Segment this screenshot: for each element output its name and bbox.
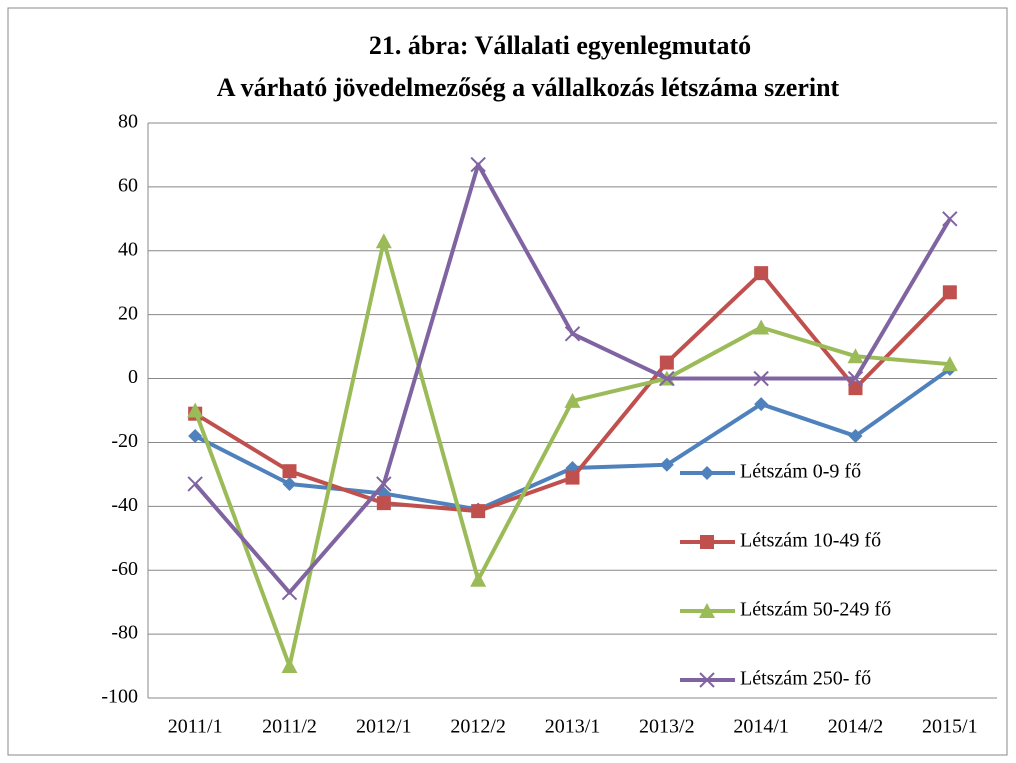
marker — [187, 476, 203, 492]
x-tick-label: 2015/1 — [922, 716, 978, 738]
marker — [848, 381, 863, 396]
marker — [754, 266, 769, 281]
marker — [376, 496, 391, 511]
marker — [700, 535, 714, 549]
marker — [470, 156, 486, 173]
y-tick-label: -20 — [111, 430, 138, 452]
marker — [282, 464, 297, 479]
legend-label: Létszám 50-249 fő — [740, 599, 891, 621]
x-tick-label: 2011/2 — [262, 716, 317, 738]
marker — [659, 457, 674, 472]
chart-frame — [7, 7, 1008, 756]
marker — [659, 355, 674, 370]
marker — [848, 429, 863, 444]
legend-label: Létszám 0-9 fő — [740, 461, 861, 483]
marker — [564, 392, 581, 408]
y-tick-label: -40 — [111, 494, 138, 516]
y-tick-label: 40 — [118, 238, 138, 260]
marker — [564, 326, 581, 342]
x-tick-label: 2012/1 — [356, 716, 412, 738]
marker — [941, 356, 958, 372]
legend-label: Létszám 250- fő — [740, 668, 871, 690]
chart-subtitle: A várható jövedelmezőség a vállalkozás l… — [217, 73, 840, 102]
x-tick-label: 2014/2 — [828, 716, 884, 738]
marker — [659, 370, 675, 387]
y-tick-label: -60 — [111, 558, 138, 580]
marker — [847, 370, 864, 387]
chart-title: 21. ábra: Vállalati egyenlegmutató — [369, 31, 751, 60]
x-tick-label: 2014/1 — [733, 716, 789, 738]
marker — [942, 211, 958, 227]
legend-label: Létszám 10-49 fő — [740, 530, 881, 552]
x-tick-label: 2013/1 — [545, 716, 601, 738]
marker — [847, 348, 864, 364]
marker — [470, 571, 487, 587]
y-tick-label: 80 — [118, 111, 138, 133]
marker — [187, 402, 204, 418]
marker — [942, 285, 957, 300]
marker — [375, 233, 392, 249]
marker — [753, 370, 769, 387]
marker — [471, 504, 486, 519]
marker — [188, 429, 203, 444]
y-tick-label: 20 — [118, 302, 138, 324]
y-tick-label: 0 — [128, 366, 138, 388]
marker — [281, 658, 298, 674]
marker — [565, 470, 580, 485]
marker — [754, 397, 769, 412]
marker — [281, 584, 298, 601]
marker — [376, 476, 392, 492]
marker — [282, 476, 297, 491]
x-tick-label: 2012/2 — [450, 716, 506, 738]
marker — [700, 466, 714, 480]
x-tick-label: 2011/1 — [168, 716, 223, 738]
marker — [699, 672, 715, 688]
y-tick-label: 60 — [118, 174, 138, 196]
y-tick-label: -80 — [111, 622, 138, 644]
marker — [699, 603, 715, 618]
x-tick-label: 2013/2 — [639, 716, 695, 738]
y-tick-label: -100 — [101, 686, 138, 708]
marker — [753, 319, 770, 335]
